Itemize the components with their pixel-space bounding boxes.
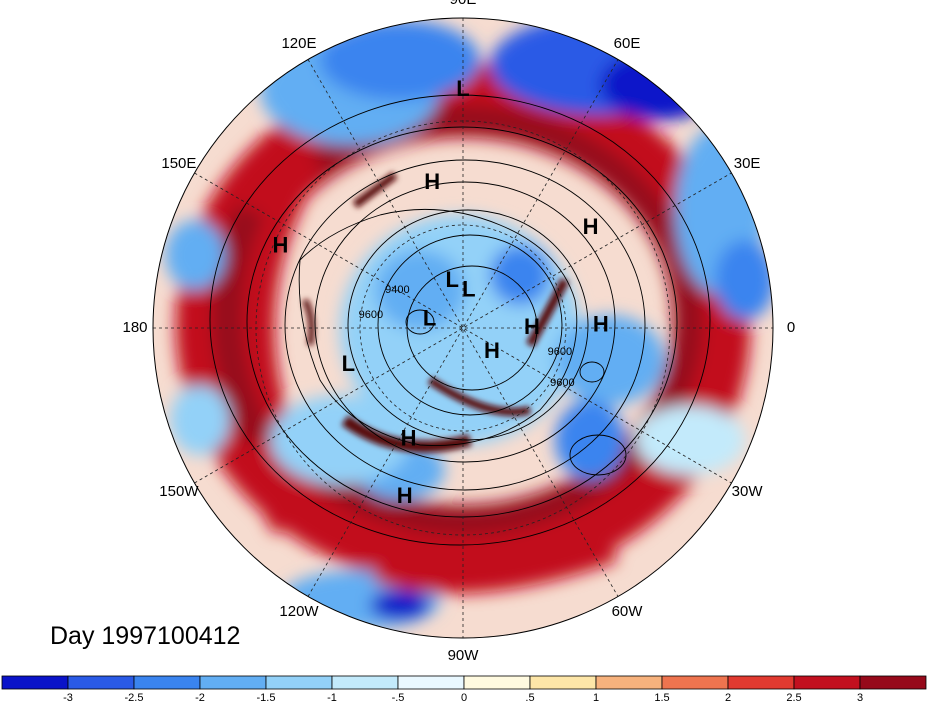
high-pressure-marker: H (484, 338, 500, 363)
colorbar-tick-label: -1 (327, 692, 337, 702)
colorbar-swatch (133, 675, 201, 690)
colorbar-tick-label: 2.5 (786, 692, 801, 702)
low-pressure-marker: L (456, 76, 469, 101)
longitude-label-120e: 120E (281, 35, 316, 52)
longitude-label-60w: 60W (612, 603, 644, 620)
colorbar-tick-label: -.5 (392, 692, 405, 702)
graticule (153, 18, 773, 638)
colorbar-tick-label: -2.5 (125, 692, 144, 702)
longitude-label-30w: 30W (732, 483, 764, 500)
colorbar-swatch (595, 675, 663, 690)
low-pressure-marker: L (342, 351, 355, 376)
colorbar-tick-label: 1 (593, 692, 599, 702)
colorbar-tick-label: -2 (195, 692, 205, 702)
contour-label: 9600 (548, 346, 572, 358)
colorbar: -3 -2.5 -2 -1.5 -1 -.5 0 .5 1 1.5 2 2.5 3 (1, 675, 927, 702)
low-pressure-marker: L (445, 267, 458, 292)
contour-label: 9600 (550, 377, 574, 389)
colorbar-tick-label: .5 (525, 692, 534, 702)
contour-label: 9400 (385, 284, 409, 296)
high-pressure-marker: H (583, 214, 599, 239)
day-label: Day 1997100412 (50, 622, 241, 650)
contour-label: 9600 (359, 309, 383, 321)
colorbar-swatch (859, 675, 927, 690)
colorbar-tick-label: 1.5 (654, 692, 669, 702)
colorbar-tick-label: 2 (725, 692, 731, 702)
colorbar-tick-label: 3 (857, 692, 863, 702)
high-pressure-marker: H (524, 314, 540, 339)
longitude-label-30e: 30E (734, 155, 761, 172)
colorbar-tick-label: 0 (461, 692, 467, 702)
colorbar-swatch (331, 675, 399, 690)
high-pressure-marker: H (273, 233, 289, 258)
colorbar-swatch (1, 675, 69, 690)
colorbar-swatch (463, 675, 531, 690)
longitude-label-150e: 150E (161, 155, 196, 172)
colorbar-swatch (727, 675, 795, 690)
high-pressure-marker: H (593, 311, 609, 336)
colorbar-tick-label: -3 (63, 692, 73, 702)
high-pressure-marker: H (424, 169, 440, 194)
colorbar-swatch (661, 675, 729, 690)
low-pressure-marker: L (423, 306, 436, 331)
colorbar-swatch (397, 675, 465, 690)
colorbar-tick-label: -1.5 (257, 692, 276, 702)
longitude-label-120w: 120W (279, 603, 319, 620)
longitude-label-90e: 90E (450, 0, 477, 8)
height-contours (209, 94, 711, 546)
colorbar-swatch (199, 675, 267, 690)
longitude-label-150w: 150W (159, 483, 199, 500)
high-pressure-marker: H (397, 483, 413, 508)
longitude-label-90w: 90W (448, 647, 480, 664)
contour-labels: 9400 9600 9600 9600 (359, 284, 575, 389)
longitude-label-60e: 60E (614, 35, 641, 52)
longitude-label-180: 180 (122, 319, 147, 336)
colorbar-swatch (793, 675, 861, 690)
map-boundary (152, 17, 774, 639)
colorbar-swatch (265, 675, 333, 690)
longitude-labels: 90E 60E 30E 0 30W 60W 90W 120W 150W 180 150E 120E (122, 0, 795, 664)
low-pressure-marker: L (462, 276, 475, 301)
longitude-label-0: 0 (787, 319, 795, 336)
colorbar-swatch (67, 675, 135, 690)
high-pressure-marker: H (401, 425, 417, 450)
colorbar-swatch (529, 675, 597, 690)
